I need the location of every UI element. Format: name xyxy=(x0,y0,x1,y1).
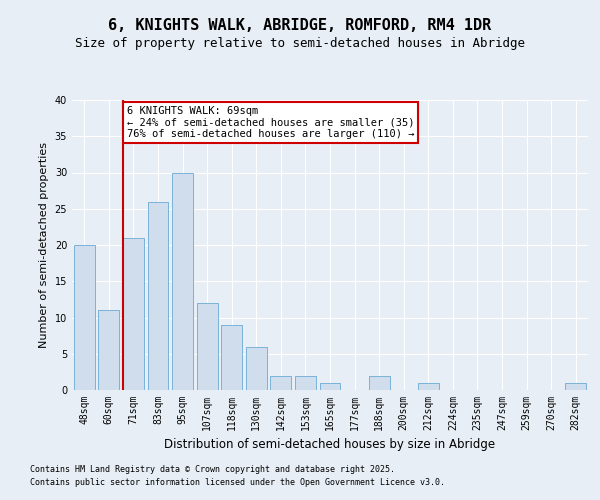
Y-axis label: Number of semi-detached properties: Number of semi-detached properties xyxy=(39,142,49,348)
Bar xyxy=(172,172,193,390)
Bar xyxy=(148,202,169,390)
Bar xyxy=(320,383,340,390)
X-axis label: Distribution of semi-detached houses by size in Abridge: Distribution of semi-detached houses by … xyxy=(164,438,496,452)
Text: Contains public sector information licensed under the Open Government Licence v3: Contains public sector information licen… xyxy=(30,478,445,487)
Bar xyxy=(98,310,119,390)
Bar xyxy=(368,376,389,390)
Bar xyxy=(221,325,242,390)
Bar xyxy=(123,238,144,390)
Text: Size of property relative to semi-detached houses in Abridge: Size of property relative to semi-detach… xyxy=(75,38,525,51)
Bar xyxy=(271,376,292,390)
Bar xyxy=(295,376,316,390)
Text: 6, KNIGHTS WALK, ABRIDGE, ROMFORD, RM4 1DR: 6, KNIGHTS WALK, ABRIDGE, ROMFORD, RM4 1… xyxy=(109,18,491,32)
Text: 6 KNIGHTS WALK: 69sqm
← 24% of semi-detached houses are smaller (35)
76% of semi: 6 KNIGHTS WALK: 69sqm ← 24% of semi-deta… xyxy=(127,106,414,139)
Bar xyxy=(565,383,586,390)
Bar xyxy=(74,245,95,390)
Bar xyxy=(418,383,439,390)
Bar xyxy=(197,303,218,390)
Bar xyxy=(246,346,267,390)
Text: Contains HM Land Registry data © Crown copyright and database right 2025.: Contains HM Land Registry data © Crown c… xyxy=(30,466,395,474)
